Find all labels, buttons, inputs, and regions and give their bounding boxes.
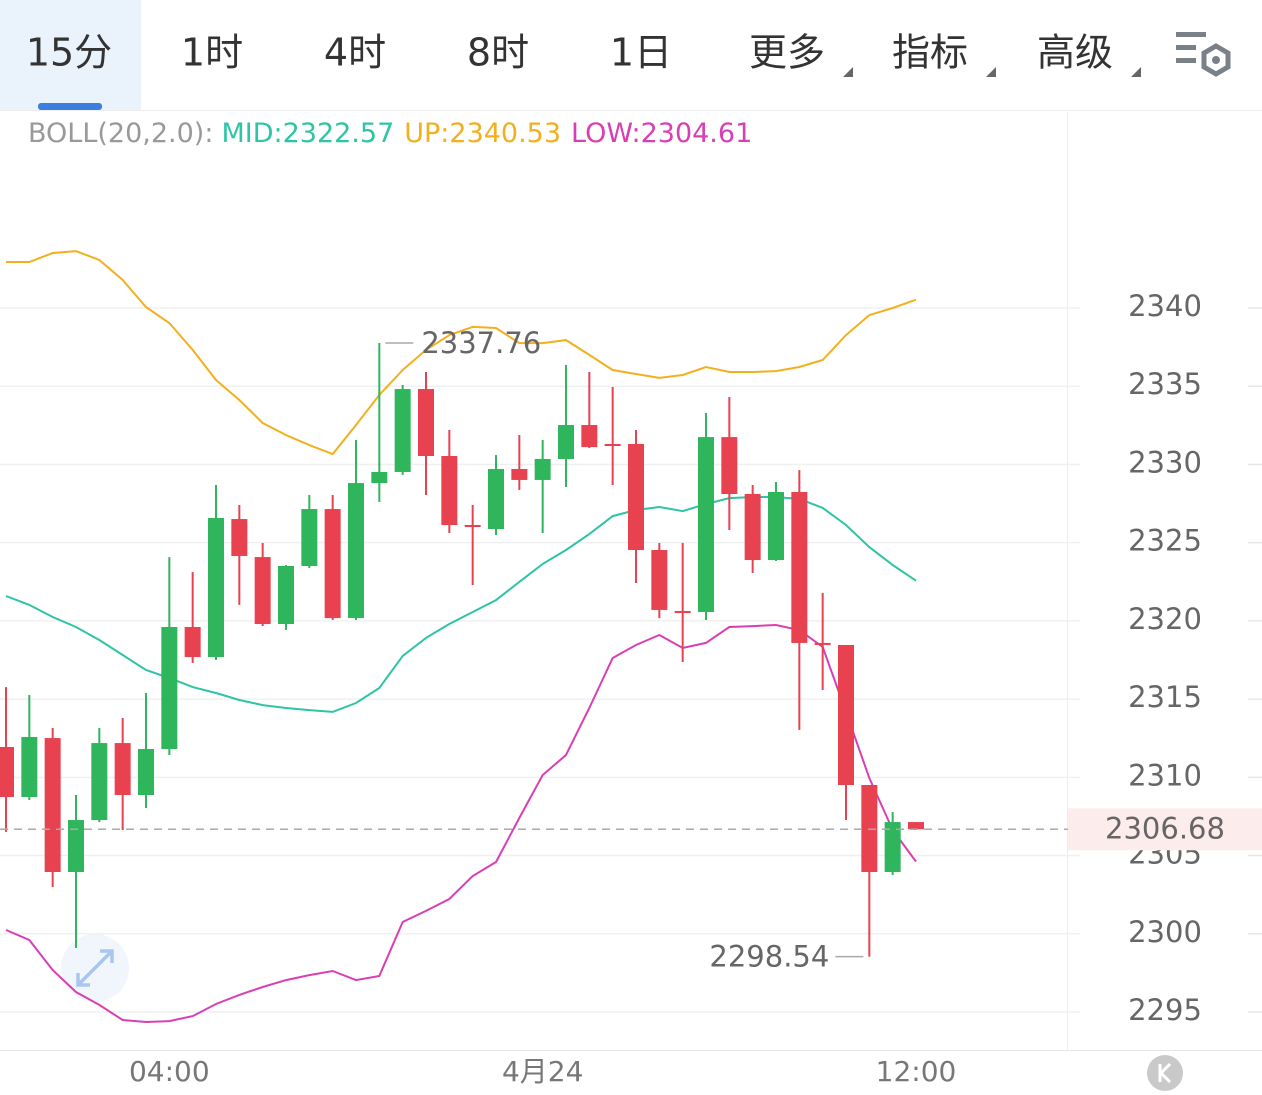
candle-body [208, 517, 224, 658]
settings-icon[interactable] [1176, 32, 1231, 77]
candle-body [464, 524, 481, 528]
dropdown-caret [1131, 67, 1141, 77]
min-label: 2298.54 [709, 940, 829, 974]
legend-value: 2304.61 [641, 118, 753, 149]
y-tick-label: 2315 [1128, 680, 1202, 714]
x-tick-label: 12:00 [876, 1055, 957, 1088]
boll-line [5, 496, 917, 713]
candle-body [114, 743, 131, 796]
candle-body [161, 626, 178, 750]
candle-body [21, 736, 38, 798]
x-tick-label: 04:00 [129, 1055, 210, 1088]
candle-body [371, 471, 388, 484]
y-tick-label: 2320 [1128, 602, 1202, 636]
y-tick-label: 2300 [1128, 915, 1202, 949]
tab-selected-bg [0, 0, 141, 110]
tab-indicator [38, 103, 102, 110]
tab[interactable]: 1日 [610, 31, 672, 75]
expand-arrow [76, 949, 114, 987]
candle-body [418, 389, 434, 457]
tab[interactable]: 更多 [749, 31, 825, 75]
candle-body [231, 519, 248, 556]
y-tick-label: 2340 [1128, 289, 1202, 323]
candle-body [534, 458, 551, 480]
candle-body [908, 822, 924, 830]
legend-value: 2322.57 [283, 118, 395, 149]
legend-value: 2340.53 [449, 118, 561, 149]
candle-body [91, 743, 108, 821]
tab[interactable]: 1时 [181, 31, 243, 75]
indicator-legend: BOLL(20,2.0): MID:2322.57 UP:2340.53 LOW:23… [28, 118, 752, 149]
candle-body [254, 557, 271, 625]
candle-body [184, 626, 201, 658]
last-price-box [1068, 808, 1262, 851]
tab[interactable]: 8时 [467, 31, 529, 75]
y-tick-label: 2335 [1128, 367, 1202, 401]
tab[interactable]: 4时 [324, 31, 386, 75]
k-bg [1147, 1055, 1183, 1091]
candle-body [674, 611, 691, 614]
candle-body [68, 820, 84, 872]
candle-body [138, 749, 154, 796]
k-glyph [1158, 1062, 1172, 1084]
legend-name: UP: [404, 118, 449, 149]
candle-body [488, 468, 504, 530]
dropdown-caret [843, 67, 853, 77]
candle-body [628, 443, 644, 551]
legend-name: LOW: [571, 118, 641, 149]
candle-body [44, 738, 61, 872]
candle-body [0, 746, 14, 798]
candle-body [324, 509, 341, 619]
k-button[interactable] [1147, 1055, 1183, 1091]
candle-body [768, 491, 784, 561]
candle-body [791, 491, 808, 643]
candle-body [838, 644, 854, 785]
dropdown-caret [986, 67, 996, 77]
boll-line [5, 623, 917, 1024]
y-tick-label: 2330 [1128, 445, 1202, 479]
tab[interactable]: 高级 [1037, 31, 1113, 75]
candle-body [861, 784, 878, 872]
candle-body [744, 494, 761, 561]
candle-body [721, 437, 738, 495]
icon-hex [1201, 43, 1231, 77]
candle-body [394, 389, 411, 472]
tab-bar [0, 0, 1262, 110]
tab[interactable]: 指标 [892, 31, 968, 75]
candle-body [814, 642, 831, 645]
candle-body [441, 456, 458, 525]
icon-bar [1176, 32, 1206, 37]
icon-bar [1176, 45, 1196, 50]
max-label: 2337.76 [421, 326, 541, 360]
candle-body [884, 822, 901, 872]
tab[interactable]: 15分 [26, 31, 112, 75]
candle-body [301, 509, 318, 566]
x-tick-label: 4月24 [502, 1055, 583, 1088]
candle-body [604, 443, 621, 446]
legend-name: MID: [221, 118, 282, 149]
candle-body [558, 425, 574, 459]
candle-body [511, 468, 528, 480]
candle-body [348, 483, 364, 619]
candle-body [581, 425, 598, 448]
candle-body [278, 565, 294, 625]
y-tick-label: 2310 [1128, 758, 1202, 792]
candle-body [698, 437, 714, 612]
indicator-title: BOLL(20,2.0): [28, 118, 213, 149]
boll-line [6, 250, 917, 456]
candle-body [651, 550, 668, 610]
icon-bar [1176, 58, 1196, 63]
y-tick-label: 2325 [1128, 524, 1202, 558]
expand-button[interactable] [61, 934, 129, 1002]
y-tick-label: 2295 [1128, 993, 1202, 1027]
icon-dot [1212, 56, 1220, 64]
last-price-label: 2306.68 [1105, 811, 1225, 845]
